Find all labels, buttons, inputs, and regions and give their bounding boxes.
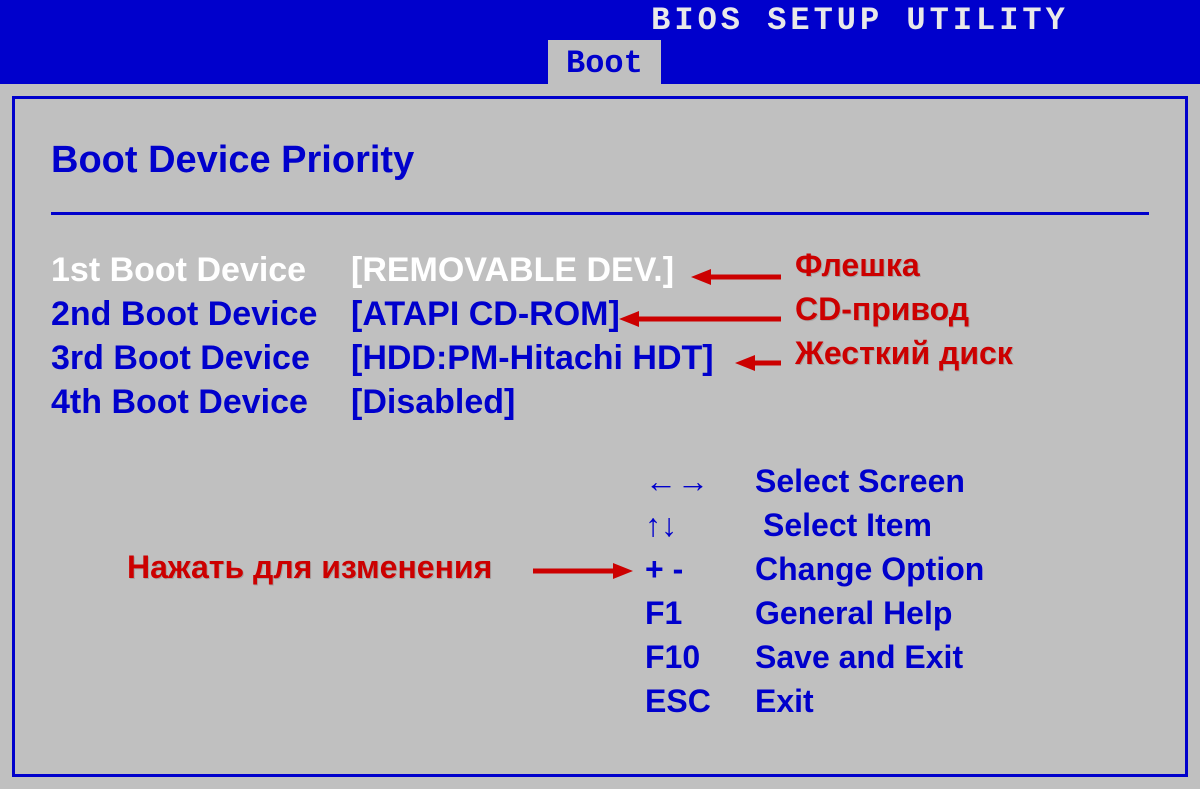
tab-boot-label: Boot — [566, 45, 643, 82]
boot-device-value: [Disabled] — [351, 381, 515, 423]
help-row: F1 General Help — [645, 591, 984, 635]
boot-panel: Boot Device Priority 1st Boot Device [RE… — [12, 96, 1188, 777]
help-desc: Exit — [755, 679, 814, 723]
help-key: ←→ — [645, 459, 755, 503]
bios-header: BIOS SETUP UTILITY — [0, 0, 1200, 40]
help-key: ↑↓ — [645, 503, 755, 547]
help-row: + - Change Option — [645, 547, 984, 591]
boot-device-label: 2nd Boot Device — [51, 293, 351, 335]
help-desc: Change Option — [755, 547, 984, 591]
panel-divider — [51, 212, 1149, 215]
panel-title: Boot Device Priority — [51, 139, 1149, 182]
help-legend: ←→ Select Screen ↑↓ Select Item + - Chan… — [645, 459, 984, 723]
change-annotation: Нажать для изменения — [127, 549, 492, 586]
device-annotation: Жесткий диск — [795, 335, 1013, 372]
help-desc: General Help — [755, 591, 952, 635]
device-annotation: CD-привод — [795, 291, 969, 328]
help-key: F1 — [645, 591, 755, 635]
help-row: ←→ Select Screen — [645, 459, 984, 503]
tab-boot[interactable]: Boot — [548, 40, 661, 84]
help-key: + - — [645, 547, 755, 591]
boot-device-list: 1st Boot Device [REMOVABLE DEV.] 2nd Boo… — [51, 249, 1149, 423]
help-row: ESC Exit — [645, 679, 984, 723]
boot-device-label: 1st Boot Device — [51, 249, 351, 291]
arrow-icon — [735, 353, 781, 373]
boot-device-value: [HDD:PM-Hitachi HDT] — [351, 337, 714, 379]
help-desc: Select Item — [755, 503, 932, 547]
help-key: F10 — [645, 635, 755, 679]
tab-bar: Boot — [0, 40, 1200, 84]
boot-device-label: 4th Boot Device — [51, 381, 351, 423]
help-row: ↑↓ Select Item — [645, 503, 984, 547]
help-desc: Save and Exit — [755, 635, 963, 679]
boot-device-label: 3rd Boot Device — [51, 337, 351, 379]
help-desc: Select Screen — [755, 459, 965, 503]
boot-device-row[interactable]: 4th Boot Device [Disabled] — [51, 381, 1149, 423]
arrow-icon — [533, 561, 633, 581]
boot-device-row[interactable]: 2nd Boot Device [ATAPI CD-ROM] — [51, 293, 1149, 335]
arrow-icon — [691, 267, 781, 287]
device-annotation: Флешка — [795, 247, 920, 284]
boot-device-row[interactable]: 1st Boot Device [REMOVABLE DEV.] — [51, 249, 1149, 291]
arrow-icon — [619, 309, 781, 329]
boot-device-value: [ATAPI CD-ROM] — [351, 293, 620, 335]
help-key: ESC — [645, 679, 755, 723]
bios-title: BIOS SETUP UTILITY — [651, 2, 1069, 39]
help-row: F10 Save and Exit — [645, 635, 984, 679]
boot-device-value: [REMOVABLE DEV.] — [351, 249, 674, 291]
